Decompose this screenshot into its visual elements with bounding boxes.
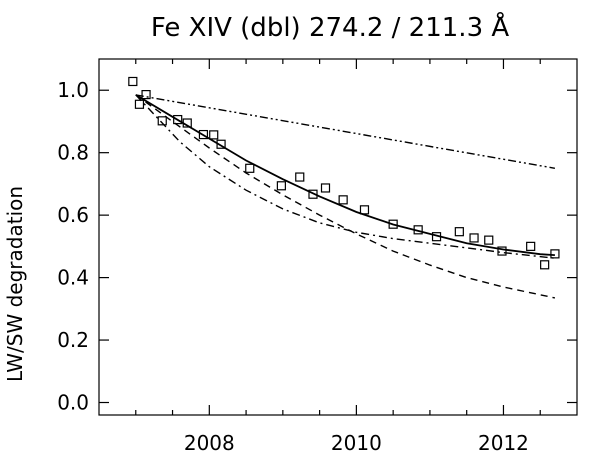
data-point bbox=[308, 189, 318, 199]
x-axis: 2008 2010 2012 bbox=[135, 59, 541, 455]
x-tick-label: 2008 bbox=[184, 431, 235, 455]
data-point bbox=[182, 118, 192, 128]
data-point bbox=[157, 116, 167, 126]
chart-title: Fe XIV (dbl) 274.2 / 211.3 Å bbox=[151, 11, 510, 43]
data-point bbox=[484, 235, 494, 245]
data-point bbox=[413, 225, 423, 235]
data-point bbox=[198, 129, 209, 140]
data-point bbox=[497, 246, 507, 256]
fit-curve-solid bbox=[135, 94, 555, 256]
fit-curve-dash-dot bbox=[135, 94, 555, 259]
data-point bbox=[388, 219, 398, 229]
data-point bbox=[141, 89, 151, 100]
data-point bbox=[454, 227, 464, 237]
data-point bbox=[128, 76, 138, 87]
data-point bbox=[431, 232, 442, 242]
y-axis: 0.0 0.2 0.4 0.6 0.8 1.0 bbox=[57, 78, 577, 415]
data-point bbox=[216, 139, 226, 149]
fit-curve-dashed bbox=[135, 94, 556, 299]
data-points bbox=[128, 76, 560, 270]
data-point bbox=[469, 233, 479, 243]
y-tick-label: 0.2 bbox=[57, 328, 89, 352]
x-tick-label: 2010 bbox=[331, 431, 382, 455]
y-axis-label: LW/SW degradation bbox=[3, 186, 27, 382]
y-tick-label: 1.0 bbox=[57, 78, 89, 102]
data-point bbox=[245, 163, 255, 173]
data-point bbox=[550, 249, 560, 259]
data-point bbox=[338, 195, 348, 205]
x-tick-label: 2012 bbox=[478, 431, 529, 455]
y-tick-label: 0.4 bbox=[57, 266, 89, 290]
data-point bbox=[540, 260, 550, 270]
plot-frame bbox=[98, 58, 578, 416]
data-point bbox=[134, 99, 145, 109]
y-tick-label: 0.0 bbox=[57, 391, 89, 415]
data-point bbox=[209, 130, 219, 140]
y-tick-label: 0.6 bbox=[57, 203, 89, 227]
data-point bbox=[276, 181, 286, 191]
data-point bbox=[359, 205, 370, 215]
data-point bbox=[320, 183, 331, 193]
data-point bbox=[295, 172, 305, 182]
y-tick-label: 0.8 bbox=[57, 141, 89, 165]
data-point bbox=[526, 241, 536, 251]
fit-curve-dash-dot-dot bbox=[135, 94, 556, 169]
data-point bbox=[173, 114, 183, 125]
